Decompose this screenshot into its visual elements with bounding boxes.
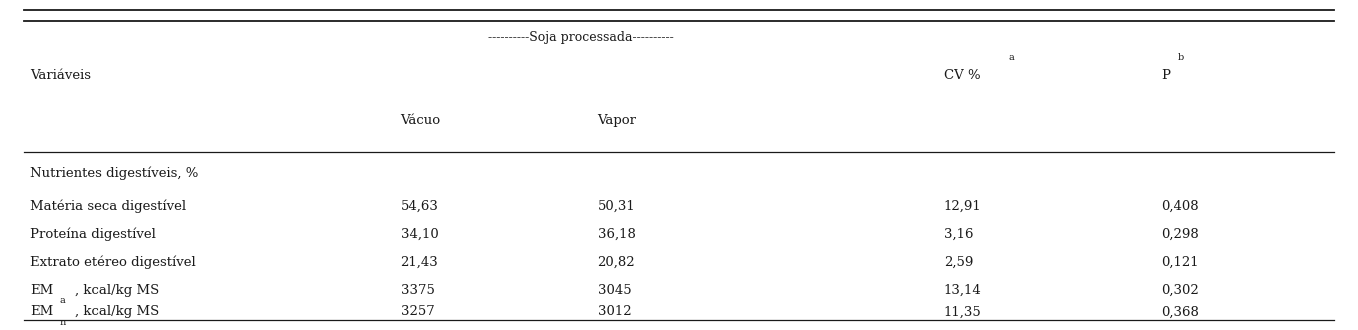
Text: 36,18: 36,18: [598, 228, 636, 241]
Text: Proteína digestível: Proteína digestível: [30, 228, 156, 241]
Text: 0,302: 0,302: [1161, 284, 1199, 297]
Text: 13,14: 13,14: [944, 284, 982, 297]
Text: ----------Soja processada----------: ----------Soja processada----------: [488, 31, 674, 45]
Text: Matéria seca digestível: Matéria seca digestível: [30, 200, 186, 213]
Text: Vácuo: Vácuo: [401, 114, 441, 127]
Text: Vapor: Vapor: [598, 114, 637, 127]
Text: 3045: 3045: [598, 284, 631, 297]
Text: P: P: [1161, 69, 1171, 82]
Text: 0,121: 0,121: [1161, 256, 1199, 269]
Text: 3375: 3375: [401, 284, 435, 297]
Text: CV %: CV %: [944, 69, 980, 82]
Text: , kcal/kg MS: , kcal/kg MS: [75, 305, 159, 318]
Text: 54,63: 54,63: [401, 200, 439, 213]
Text: 3257: 3257: [401, 305, 435, 318]
Text: 34,10: 34,10: [401, 228, 439, 241]
Text: Nutrientes digestíveis, %: Nutrientes digestíveis, %: [30, 167, 198, 180]
Text: 2,59: 2,59: [944, 256, 974, 269]
Text: 21,43: 21,43: [401, 256, 439, 269]
Text: 20,82: 20,82: [598, 256, 636, 269]
Text: Extrato etéreo digestível: Extrato etéreo digestível: [30, 256, 196, 269]
Text: b: b: [1177, 53, 1184, 62]
Text: Variáveis: Variáveis: [30, 69, 91, 82]
Text: 0,408: 0,408: [1161, 200, 1199, 213]
Text: 50,31: 50,31: [598, 200, 636, 213]
Text: 3,16: 3,16: [944, 228, 974, 241]
Text: , kcal/kg MS: , kcal/kg MS: [75, 284, 159, 297]
Text: 11,35: 11,35: [944, 305, 982, 318]
Text: 0,368: 0,368: [1161, 305, 1199, 318]
Text: 12,91: 12,91: [944, 200, 982, 213]
Text: EM: EM: [30, 305, 53, 318]
Text: 3012: 3012: [598, 305, 631, 318]
Text: a: a: [60, 296, 65, 306]
Text: EM: EM: [30, 284, 53, 297]
Text: a: a: [1009, 53, 1014, 62]
Text: 0,298: 0,298: [1161, 228, 1199, 241]
Text: n: n: [60, 318, 67, 327]
